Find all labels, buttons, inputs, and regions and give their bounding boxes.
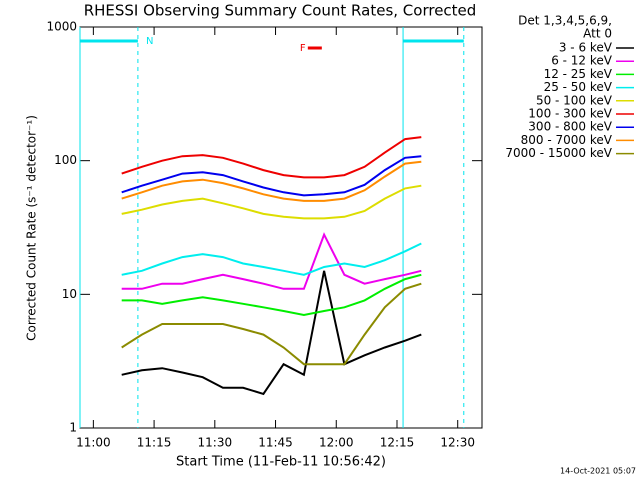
- annotation: N: [146, 36, 153, 47]
- series-line: [121, 184, 422, 220]
- x-tick-label: 12:30: [440, 436, 475, 450]
- series-line: [121, 155, 422, 197]
- series-line: [121, 136, 422, 179]
- legend-label: 50 - 100 keV: [536, 93, 613, 107]
- legend-label: 7000 - 15000 keV: [505, 146, 612, 160]
- series-line: [121, 232, 422, 290]
- series-line: [121, 242, 422, 276]
- legend-label: 300 - 800 keV: [528, 120, 612, 134]
- series-line: [121, 282, 422, 366]
- x-tick-label: 11:00: [76, 436, 111, 450]
- legend-label: 25 - 50 keV: [544, 80, 613, 94]
- legend-label: 6 - 12 keV: [551, 54, 613, 68]
- x-tick-label: 11:45: [258, 436, 293, 450]
- legend-label: 12 - 25 keV: [544, 67, 613, 81]
- x-tick-label: 11:30: [198, 436, 233, 450]
- legend-label: 3 - 6 keV: [559, 41, 613, 55]
- y-tick-label: 1: [69, 421, 77, 435]
- x-tick-label: 12:00: [319, 436, 354, 450]
- legend-header: Det 1,3,4,5,6,9,: [518, 14, 612, 28]
- footer-date: 14-Oct-2021 05:07: [560, 467, 636, 476]
- annotation: F: [300, 43, 306, 54]
- legend-header: Att 0: [583, 27, 612, 41]
- y-tick-label: 100: [54, 153, 77, 167]
- y-axis-label: Corrected Count Rate (s⁻¹ detector⁻¹): [25, 115, 39, 341]
- x-axis-label: Start Time (11-Feb-11 10:56:42): [176, 455, 386, 470]
- y-tick-label: 10: [62, 287, 77, 301]
- series-line: [121, 270, 422, 396]
- x-tick-label: 11:15: [137, 436, 172, 450]
- chart-title: RHESSI Observing Summary Count Rates, Co…: [84, 2, 477, 20]
- y-tick-label: 1000: [46, 20, 77, 34]
- series-line: [121, 160, 422, 202]
- x-tick-label: 12:15: [380, 436, 415, 450]
- series-line: [121, 273, 422, 317]
- legend-label: 100 - 300 keV: [528, 107, 612, 121]
- legend-label: 800 - 7000 keV: [521, 133, 613, 147]
